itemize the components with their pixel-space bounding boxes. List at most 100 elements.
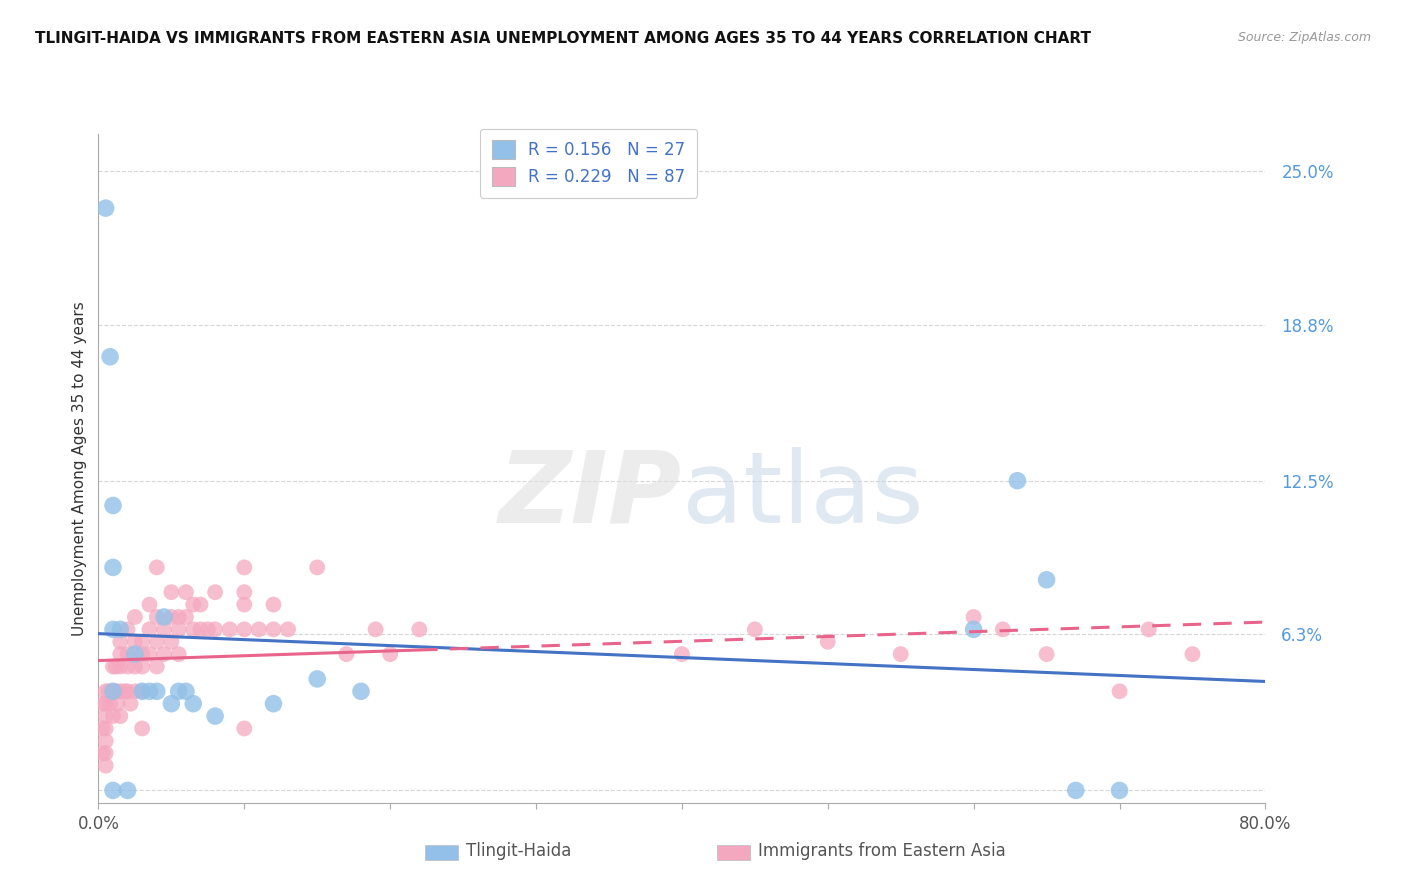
Point: [671, 647, 693, 661]
Point: [233, 722, 256, 736]
Point: [98, 350, 121, 364]
Point: [101, 499, 124, 513]
Point: [138, 647, 160, 661]
Text: Tlingit-Haida: Tlingit-Haida: [465, 842, 571, 860]
Point: [105, 697, 128, 711]
Point: [160, 697, 183, 711]
Point: [174, 684, 197, 698]
Point: [94, 722, 117, 736]
Point: [117, 623, 139, 637]
Point: [153, 610, 176, 624]
Point: [204, 585, 226, 599]
Point: [146, 634, 169, 648]
Point: [131, 659, 153, 673]
Point: [247, 623, 270, 637]
Point: [94, 709, 117, 723]
Text: atlas: atlas: [682, 447, 924, 543]
Point: [1108, 783, 1130, 797]
Point: [131, 684, 153, 698]
Point: [1007, 474, 1029, 488]
Point: [138, 598, 160, 612]
Point: [962, 623, 984, 637]
Point: [117, 684, 139, 698]
Point: [94, 758, 117, 772]
Point: [1181, 647, 1204, 661]
Point: [262, 697, 284, 711]
Point: [890, 647, 912, 661]
Point: [1108, 684, 1130, 698]
Point: [307, 672, 329, 686]
Point: [1137, 623, 1160, 637]
Point: [167, 647, 190, 661]
Point: [181, 623, 204, 637]
Point: [131, 647, 153, 661]
Point: [307, 560, 329, 574]
Y-axis label: Unemployment Among Ages 35 to 44 years: Unemployment Among Ages 35 to 44 years: [72, 301, 87, 636]
Point: [204, 623, 226, 637]
Point: [124, 634, 146, 648]
Point: [101, 684, 124, 698]
Point: [131, 722, 153, 736]
Point: [101, 560, 124, 574]
Point: [146, 560, 169, 574]
Point: [160, 610, 183, 624]
Point: [114, 684, 136, 698]
Point: [350, 684, 373, 698]
Text: TLINGIT-HAIDA VS IMMIGRANTS FROM EASTERN ASIA UNEMPLOYMENT AMONG AGES 35 TO 44 Y: TLINGIT-HAIDA VS IMMIGRANTS FROM EASTERN…: [35, 31, 1091, 46]
Point: [94, 201, 117, 215]
Point: [101, 659, 124, 673]
Point: [101, 623, 124, 637]
Point: [218, 623, 240, 637]
Point: [991, 623, 1014, 637]
Point: [110, 684, 132, 698]
Point: [1064, 783, 1087, 797]
Text: Source: ZipAtlas.com: Source: ZipAtlas.com: [1237, 31, 1371, 45]
Point: [110, 623, 132, 637]
Point: [101, 783, 124, 797]
FancyBboxPatch shape: [717, 845, 749, 860]
Point: [110, 634, 132, 648]
Point: [262, 623, 284, 637]
Point: [110, 659, 132, 673]
Point: [138, 623, 160, 637]
Point: [174, 585, 197, 599]
Point: [233, 560, 256, 574]
Point: [101, 709, 124, 723]
Point: [1035, 647, 1057, 661]
Point: [117, 659, 139, 673]
Point: [124, 647, 146, 661]
Point: [378, 647, 402, 661]
Point: [91, 722, 114, 736]
Point: [197, 623, 219, 637]
Point: [94, 734, 117, 748]
Point: [124, 684, 146, 698]
Point: [104, 684, 127, 698]
Point: [233, 623, 256, 637]
Point: [233, 585, 256, 599]
Point: [117, 647, 139, 661]
Point: [101, 684, 124, 698]
Point: [131, 684, 153, 698]
Point: [408, 623, 430, 637]
Point: [204, 709, 226, 723]
Point: [138, 684, 160, 698]
Point: [104, 659, 127, 673]
Point: [131, 634, 153, 648]
Point: [97, 684, 120, 698]
Point: [817, 634, 839, 648]
Point: [233, 598, 256, 612]
Point: [335, 647, 357, 661]
Point: [181, 598, 204, 612]
Point: [190, 598, 212, 612]
Point: [153, 623, 176, 637]
Point: [262, 598, 284, 612]
Legend: R = 0.156   N = 27, R = 0.229   N = 87: R = 0.156 N = 27, R = 0.229 N = 87: [479, 128, 697, 198]
Point: [94, 697, 117, 711]
Point: [364, 623, 387, 637]
Point: [124, 659, 146, 673]
Point: [124, 610, 146, 624]
Point: [91, 746, 114, 760]
Point: [98, 697, 121, 711]
Point: [277, 623, 299, 637]
Point: [167, 684, 190, 698]
